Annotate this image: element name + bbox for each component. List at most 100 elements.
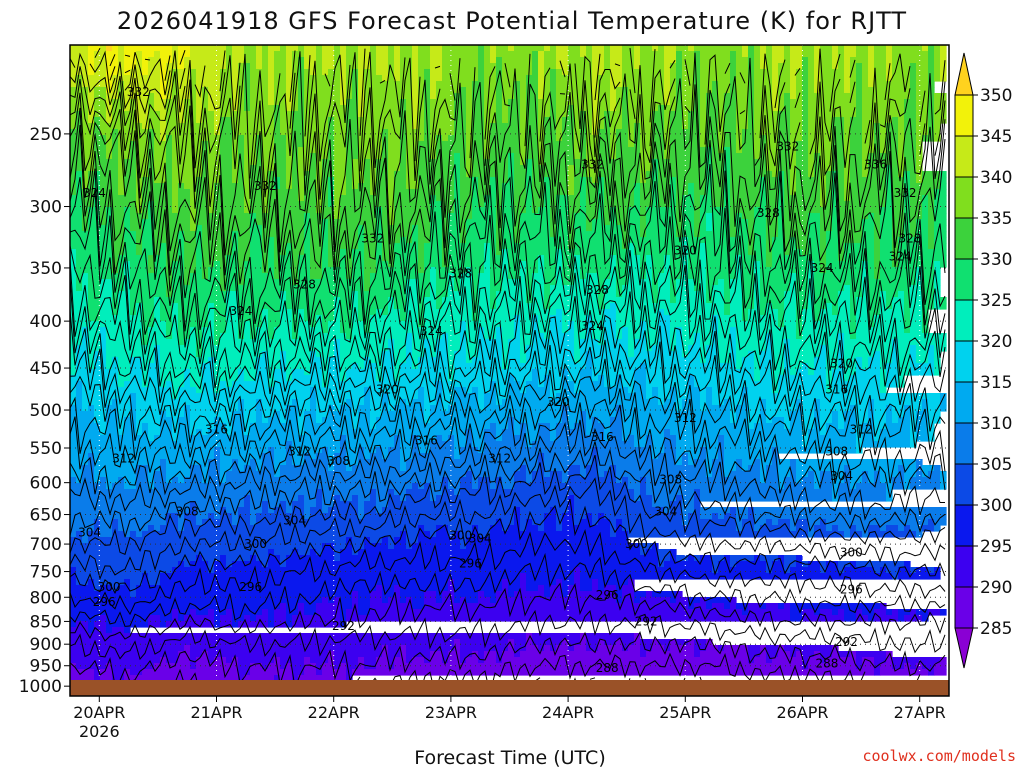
theta-cell [838, 177, 845, 184]
theta-cell [202, 369, 215, 376]
theta-cell [100, 183, 119, 190]
theta-cell [562, 321, 569, 328]
theta-cell [322, 45, 335, 52]
theta-cell [424, 303, 437, 310]
theta-cell [844, 75, 851, 82]
theta-cell [688, 189, 695, 196]
theta-cell [892, 213, 905, 220]
theta-cell [352, 333, 407, 340]
theta-cell [226, 315, 239, 322]
theta-cell [838, 45, 845, 52]
theta-cell [220, 171, 233, 178]
theta-cell [532, 183, 545, 190]
theta-cell [802, 363, 809, 370]
theta-cell [244, 99, 251, 106]
theta-cell [844, 129, 851, 136]
theta-cell [838, 309, 851, 316]
theta-cell [586, 315, 593, 322]
theta-cell [718, 441, 725, 448]
theta-cell [532, 159, 539, 166]
theta-cell [616, 267, 629, 274]
theta-cell [172, 195, 179, 202]
theta-cell [328, 405, 335, 412]
theta-cell [868, 81, 875, 88]
theta-cell [70, 273, 77, 280]
theta-cell [928, 69, 935, 76]
theta-cell [832, 45, 839, 52]
theta-cell [682, 333, 695, 340]
theta-cell [106, 477, 119, 484]
theta-cell [220, 285, 227, 292]
theta-cell [316, 399, 347, 406]
theta-cell [352, 267, 365, 274]
theta-cell [196, 93, 203, 100]
theta-cell [598, 201, 605, 208]
theta-cell [742, 129, 755, 136]
theta-cell [472, 297, 479, 304]
theta-cell [712, 513, 719, 520]
theta-cell [220, 333, 239, 340]
theta-cell [310, 153, 317, 160]
theta-cell [904, 201, 911, 208]
theta-cell [406, 309, 419, 316]
theta-cell [796, 303, 809, 310]
theta-cell [778, 147, 791, 154]
theta-cell [526, 201, 533, 208]
theta-cell [664, 69, 671, 76]
theta-cell [70, 321, 143, 328]
theta-cell [502, 219, 515, 226]
theta-cell [436, 297, 443, 304]
theta-cell [766, 141, 779, 148]
theta-cell [556, 105, 569, 112]
theta-cell [700, 513, 713, 520]
theta-cell [292, 375, 323, 382]
theta-cell [646, 255, 653, 262]
theta-cell [832, 483, 839, 490]
theta-cell [274, 411, 281, 418]
theta-cell [400, 147, 407, 154]
theta-cell [736, 345, 767, 352]
theta-cell [400, 447, 413, 454]
theta-cell [502, 99, 509, 106]
theta-cell [808, 147, 833, 154]
theta-cell [196, 513, 209, 520]
theta-cell [430, 105, 455, 112]
theta-cell [538, 255, 545, 262]
theta-cell [604, 189, 635, 196]
theta-cell [868, 273, 875, 280]
theta-cell [622, 375, 635, 382]
theta-cell [634, 375, 647, 382]
theta-cell [412, 399, 425, 406]
theta-cell [640, 57, 665, 64]
theta-cell [322, 177, 329, 184]
theta-cell [388, 297, 395, 304]
theta-cell [730, 507, 737, 514]
theta-cell [394, 177, 407, 184]
theta-cell [514, 213, 521, 220]
theta-cell [892, 219, 905, 226]
theta-cell [76, 267, 113, 274]
theta-cell [394, 57, 401, 64]
theta-cell [706, 141, 719, 148]
theta-cell [382, 255, 395, 262]
theta-cell [742, 135, 755, 142]
theta-cell [814, 369, 827, 376]
theta-cell [358, 81, 365, 88]
theta-cell [718, 123, 725, 130]
theta-cell [196, 75, 221, 82]
theta-cell [466, 87, 473, 94]
theta-cell [70, 393, 77, 400]
theta-cell [226, 423, 233, 430]
theta-cell [280, 351, 287, 358]
theta-cell [802, 99, 809, 106]
theta-cell [712, 393, 743, 400]
theta-cell [298, 333, 347, 340]
theta-cell [364, 267, 377, 274]
theta-cell [568, 207, 581, 214]
theta-cell [250, 243, 263, 250]
theta-cell [898, 345, 911, 352]
theta-cell [622, 75, 665, 82]
theta-cell [748, 57, 755, 64]
theta-cell [226, 309, 239, 316]
theta-cell [880, 135, 887, 142]
